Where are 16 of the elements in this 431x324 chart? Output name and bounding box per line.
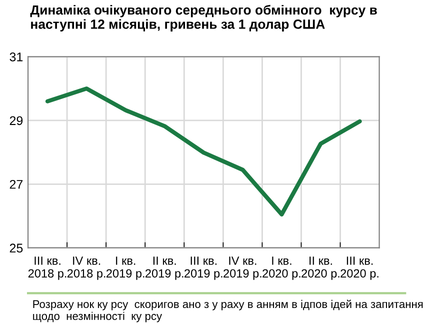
x-tick-label: IV кв. 2019 р. [224,256,262,280]
y-tick-label: 27 [10,180,23,189]
y-tick-label: 29 [10,116,23,126]
x-tick-label: II кв. 2019 р. [146,256,184,280]
y-tick-label: 25 [10,244,23,253]
x-tick-label: II кв. 2020 р. [302,256,340,280]
x-tick-label: III кв. 2018 р. [28,256,66,280]
chart-title: Динаміка очікуваного середнього обмінного курсу в наступні 12 місяців, гривень за 1 долар США [30,4,377,32]
text: Розраху нок ку рсу скоригов ано з у раху в анням в ідпов ідей на запитання щодо незмінності ку рсу [33,300,423,322]
y-tick-label: 31 [10,52,23,62]
line-series [45,86,362,216]
x-tick-label: I кв. 2019 р. [106,256,144,280]
x-tick-label: III кв. 2019 р. [184,256,222,280]
x-tick-label: I кв. 2020 р. [262,256,300,280]
x-tick-label: III кв. 2020 р. [340,256,378,280]
x-tick-label: IV кв. 2018 р. [67,256,106,280]
